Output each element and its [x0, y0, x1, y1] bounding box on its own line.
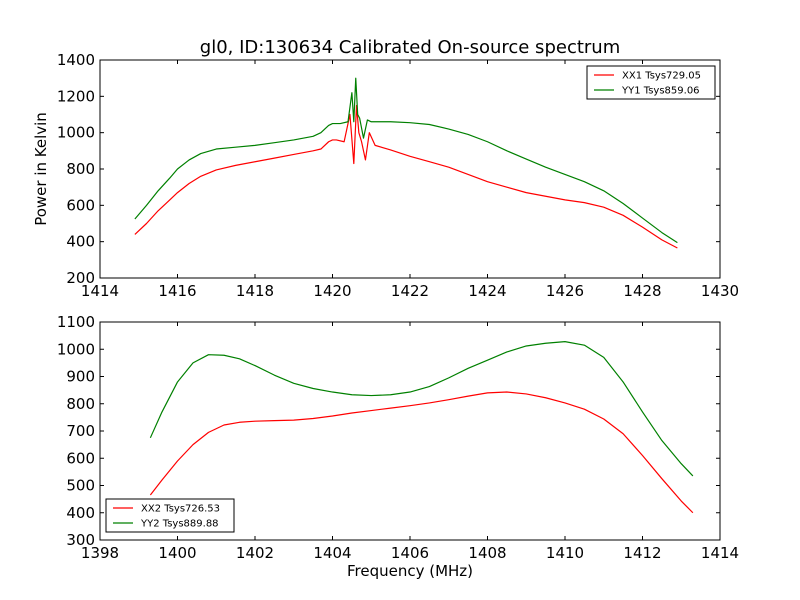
- legend: XX1 Tsys729.05 YY1 Tsys859.06: [586, 65, 716, 100]
- legend-label: XX1 Tsys729.05: [622, 71, 701, 82]
- x-tick-label: 1422: [391, 282, 429, 300]
- legend-label: XX2 Tsys726.53: [141, 504, 220, 515]
- series-line-1: [134, 104, 678, 249]
- x-tick-label: 1408: [468, 544, 506, 562]
- y-tick-label: 900: [66, 368, 95, 386]
- legend-box: [586, 65, 716, 100]
- x-tick-label: 1414: [701, 544, 739, 562]
- x-tick-label: 1400: [158, 544, 196, 562]
- top-y-axis-label: Power in Kelvin: [32, 112, 50, 226]
- y-tick-label: 800: [66, 395, 95, 413]
- y-tick-label: 600: [66, 449, 95, 467]
- x-tick-label: 1420: [313, 282, 351, 300]
- y-tick-label: 1100: [57, 313, 95, 331]
- legend-label: YY1 Tsys859.06: [621, 86, 700, 97]
- y-tick-label: 700: [66, 422, 95, 440]
- top-spectrum-panel: 1414 1416 1418 1420 1422 1424 1426 1428 1430 200 4…: [57, 51, 739, 300]
- x-tick-label: 1426: [546, 282, 584, 300]
- x-tick-label: 1428: [623, 282, 661, 300]
- x-tick-label: 1398: [81, 544, 119, 562]
- bottom-spectrum-panel: 1398 1400 1402 1404 1406 1408 1410 1412 1414 300 4…: [57, 313, 739, 562]
- y-tick-label: 400: [66, 233, 95, 251]
- legend-box: [105, 498, 235, 533]
- y-tick-label: 600: [66, 196, 95, 214]
- legend-label: YY2 Tsys889.88: [140, 519, 219, 530]
- x-tick-label: 1418: [236, 282, 274, 300]
- x-tick-label: 1414: [81, 282, 119, 300]
- figure-title: gl0, ID:130634 Calibrated On-source spec…: [200, 37, 620, 58]
- y-tick-label: 300: [66, 531, 95, 549]
- series-line-1: [149, 391, 694, 514]
- legend: XX2 Tsys726.53 YY2 Tsys889.88: [105, 498, 235, 533]
- y-tick-label: 1000: [57, 124, 95, 142]
- y-tick-label: 1200: [57, 87, 95, 105]
- x-tick-label: 1402: [236, 544, 274, 562]
- x-tick-label: 1416: [158, 282, 196, 300]
- y-tick-label: 500: [66, 477, 95, 495]
- x-tick-label: 1430: [701, 282, 739, 300]
- y-tick-label: 1400: [57, 51, 95, 69]
- y-tick-label: 200: [66, 269, 95, 287]
- y-tick-label: 1000: [57, 340, 95, 358]
- x-tick-label: 1406: [391, 544, 429, 562]
- x-tick-label: 1412: [623, 544, 661, 562]
- y-tick-label: 800: [66, 160, 95, 178]
- x-tick-label: 1410: [546, 544, 584, 562]
- x-tick-label: 1404: [313, 544, 351, 562]
- x-tick-label: 1424: [468, 282, 506, 300]
- y-tick-label: 400: [66, 504, 95, 522]
- x-axis-label: Frequency (MHz): [347, 562, 473, 580]
- series-line-2: [149, 341, 694, 477]
- series-line-2: [134, 77, 678, 244]
